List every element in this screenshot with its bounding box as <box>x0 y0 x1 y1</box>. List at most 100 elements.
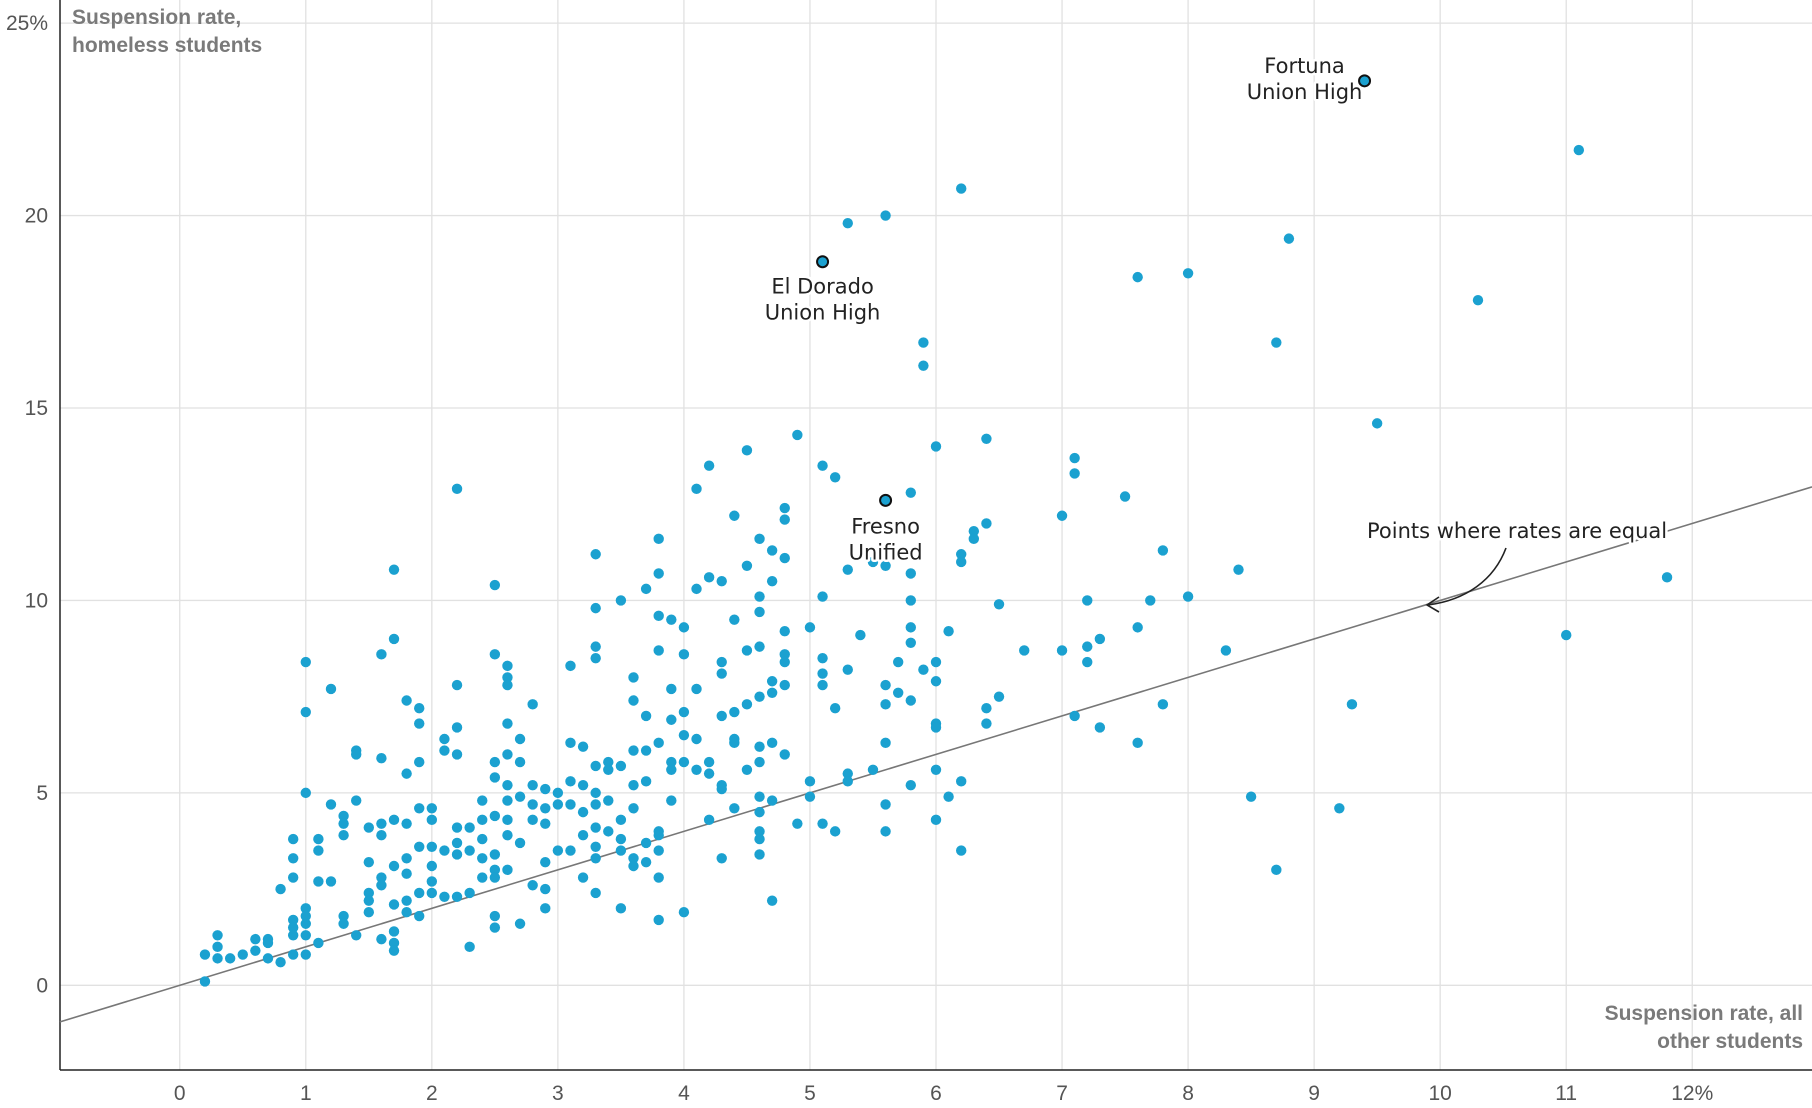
y-tick-label: 15 <box>25 397 48 420</box>
data-point <box>716 710 727 722</box>
data-point <box>817 460 828 471</box>
data-point <box>754 849 765 860</box>
data-point <box>287 914 299 926</box>
data-point <box>464 845 475 856</box>
data-point <box>930 441 942 452</box>
x-tick-label: 5 <box>804 1082 816 1105</box>
data-point <box>880 699 891 710</box>
data-point <box>892 656 904 668</box>
data-point <box>741 645 753 656</box>
data-point <box>414 887 425 899</box>
data-point <box>489 579 501 591</box>
data-point <box>741 445 753 456</box>
data-point <box>439 745 450 756</box>
data-point <box>1119 491 1131 502</box>
data-point <box>930 764 942 775</box>
data-point <box>401 695 412 706</box>
data-point <box>993 691 1005 702</box>
data-point <box>451 722 463 733</box>
data-point <box>540 883 551 895</box>
data-point <box>703 768 715 779</box>
data-point <box>628 779 639 791</box>
data-point <box>565 776 576 787</box>
data-point <box>754 826 765 837</box>
data-point <box>817 652 828 664</box>
data-point <box>590 760 601 772</box>
data-point <box>565 799 576 810</box>
data-point <box>287 949 299 960</box>
data-point <box>489 649 501 660</box>
data-point <box>1346 699 1358 710</box>
data-point <box>489 756 501 768</box>
data-point <box>880 210 891 221</box>
data-point <box>1283 233 1295 244</box>
data-point <box>376 872 387 883</box>
data-point <box>678 756 690 768</box>
data-point <box>754 641 765 652</box>
data-point <box>527 814 538 826</box>
data-point <box>792 429 803 441</box>
data-point <box>477 814 488 826</box>
data-point <box>892 687 904 699</box>
data-point <box>603 795 614 806</box>
data-point <box>817 668 828 679</box>
data-point <box>514 837 526 849</box>
data-point <box>678 649 690 660</box>
data-point <box>779 656 790 668</box>
data-point <box>628 672 639 683</box>
data-point <box>590 841 601 852</box>
data-point <box>464 941 475 953</box>
data-point <box>905 637 916 648</box>
data-point <box>640 856 652 868</box>
data-point <box>842 776 853 787</box>
data-point <box>615 845 627 856</box>
data-point <box>905 695 916 706</box>
data-point <box>729 706 740 718</box>
data-point <box>1145 595 1156 606</box>
x-tick-label: 1 <box>300 1082 312 1105</box>
data-point <box>653 830 664 841</box>
data-point <box>502 660 513 672</box>
data-point <box>313 833 324 845</box>
data-point <box>565 845 576 856</box>
data-point <box>300 656 311 668</box>
data-point <box>388 945 400 956</box>
data-point <box>804 622 816 633</box>
data-point <box>691 764 702 775</box>
data-point <box>376 880 387 891</box>
data-point <box>691 583 702 595</box>
data-point <box>426 876 438 887</box>
data-point <box>477 872 488 883</box>
data-point <box>653 914 664 926</box>
data-point <box>363 887 375 899</box>
data-point <box>414 703 425 714</box>
data-point <box>1371 418 1383 429</box>
data-point <box>363 895 375 906</box>
data-point <box>905 595 916 606</box>
data-point <box>943 791 954 802</box>
data-point <box>590 822 601 833</box>
data-point <box>640 837 652 849</box>
data-point <box>603 756 614 768</box>
data-point <box>363 822 375 833</box>
data-point <box>716 656 727 668</box>
data-point <box>313 845 324 856</box>
y-tick-label: 25% <box>6 12 48 35</box>
data-point <box>313 937 324 949</box>
data-point <box>1233 564 1244 575</box>
data-point <box>250 945 261 956</box>
data-point <box>527 799 538 810</box>
data-point <box>338 830 349 841</box>
data-point <box>716 853 727 864</box>
data-point <box>603 826 614 837</box>
data-point <box>666 756 677 768</box>
data-point <box>199 949 211 960</box>
data-point <box>640 710 652 722</box>
data-point <box>842 218 853 229</box>
data-point <box>754 591 765 602</box>
data-point <box>489 772 501 783</box>
data-point <box>1661 572 1673 583</box>
data-point <box>653 610 664 622</box>
data-point <box>741 560 753 571</box>
